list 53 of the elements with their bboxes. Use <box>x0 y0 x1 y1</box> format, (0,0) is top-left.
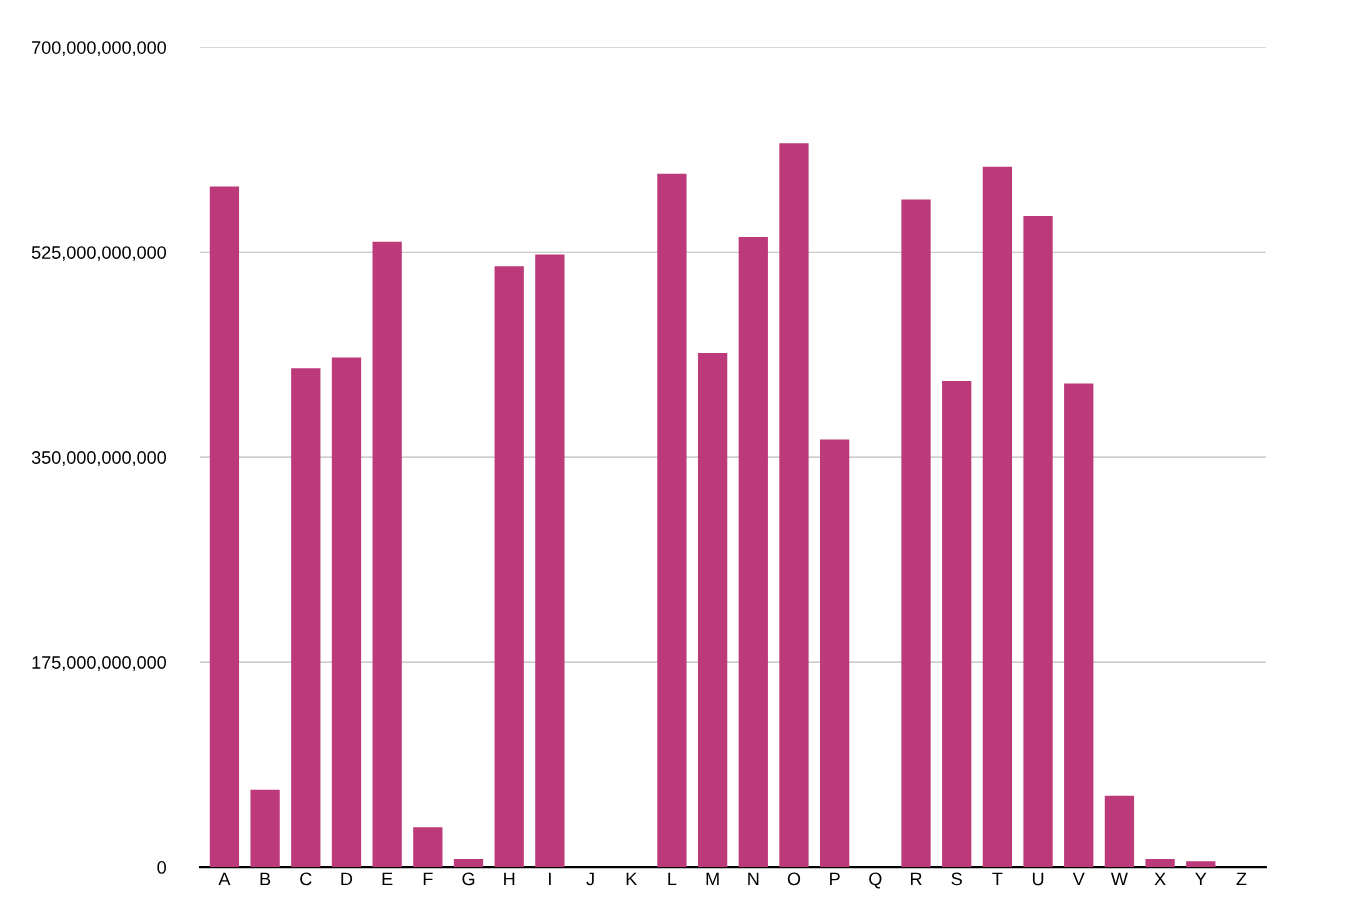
bar <box>372 241 402 868</box>
bar <box>535 254 565 868</box>
bar <box>1145 858 1175 868</box>
bar <box>1186 861 1216 868</box>
x-tick-label: T <box>992 872 1003 886</box>
bar <box>901 199 931 868</box>
x-tick-label: P <box>830 872 840 886</box>
x-tick-label: Q <box>869 872 882 889</box>
bar <box>413 827 443 868</box>
x-tick-label: W <box>1110 872 1128 886</box>
bar <box>209 186 240 868</box>
x-tick-label: R <box>910 872 922 886</box>
x-tick-label: C <box>300 872 312 886</box>
bar <box>1104 795 1135 868</box>
bar <box>331 357 362 868</box>
y-tick-label: 350,000,000,000 <box>31 451 166 467</box>
x-tick-label: U <box>1032 872 1044 886</box>
x-tick-label: Z <box>1236 872 1247 886</box>
y-tick-label: 0 <box>157 861 166 874</box>
x-tick-label: N <box>748 872 759 886</box>
x-tick-label: G <box>462 872 475 886</box>
bar <box>494 266 524 868</box>
bar <box>697 352 728 868</box>
bar <box>779 143 809 868</box>
x-tick-label: S <box>951 872 962 886</box>
x-tick-label: H <box>504 872 515 886</box>
bar <box>738 236 768 868</box>
bar <box>1064 383 1094 868</box>
x-tick-label: V <box>1072 872 1085 886</box>
x-tick-label: E <box>382 872 393 886</box>
x-tick-label: I <box>549 872 551 886</box>
bar <box>982 166 1013 868</box>
x-tick-label: X <box>1154 872 1166 886</box>
bar <box>942 381 972 868</box>
x-tick-label: Y <box>1195 872 1207 886</box>
bar <box>657 173 687 868</box>
bar <box>291 368 321 868</box>
x-tick-label: A <box>218 872 231 886</box>
y-tick-label: 175,000,000,000 <box>32 656 166 672</box>
x-tick-label: M <box>706 872 719 886</box>
bar <box>250 789 280 868</box>
x-tick-label: O <box>787 872 801 886</box>
bar <box>820 439 850 868</box>
x-tick-label: J <box>586 872 594 886</box>
x-tick-label: K <box>626 872 638 886</box>
bar <box>453 858 484 868</box>
x-tick-label: B <box>260 872 271 886</box>
x-tick-label: L <box>668 872 677 886</box>
x-tick-label: F <box>423 872 433 886</box>
y-tick-label: 700,000,000,000 <box>32 41 166 57</box>
bar <box>1023 215 1053 868</box>
x-tick-label: D <box>341 872 353 886</box>
y-tick-label: 525,000,000,000 <box>31 246 166 262</box>
